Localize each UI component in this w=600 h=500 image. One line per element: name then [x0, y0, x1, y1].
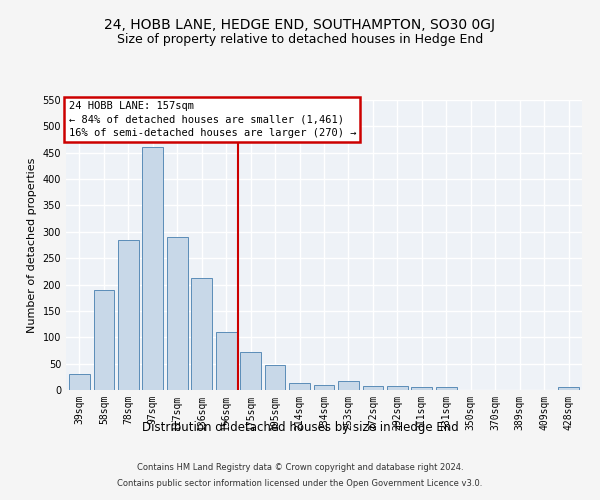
Bar: [167, 237, 188, 390]
Text: 24 HOBB LANE: 157sqm
← 84% of detached houses are smaller (1,461)
16% of semi-de: 24 HOBB LANE: 157sqm ← 84% of detached h…: [68, 102, 356, 138]
Bar: [289, 383, 310, 390]
Bar: [265, 365, 286, 390]
Bar: [142, 148, 163, 390]
Text: Size of property relative to detached houses in Hedge End: Size of property relative to detached ho…: [117, 32, 483, 46]
Bar: [362, 386, 383, 390]
Bar: [436, 388, 457, 390]
Text: Distribution of detached houses by size in Hedge End: Distribution of detached houses by size …: [142, 421, 458, 434]
Bar: [412, 388, 432, 390]
Bar: [118, 240, 139, 390]
Text: Contains public sector information licensed under the Open Government Licence v3: Contains public sector information licen…: [118, 478, 482, 488]
Text: Contains HM Land Registry data © Crown copyright and database right 2024.: Contains HM Land Registry data © Crown c…: [137, 464, 463, 472]
Y-axis label: Number of detached properties: Number of detached properties: [27, 158, 37, 332]
Bar: [338, 380, 359, 390]
Bar: [216, 332, 236, 390]
Bar: [314, 384, 334, 390]
Bar: [69, 374, 90, 390]
Bar: [558, 388, 579, 390]
Bar: [240, 352, 261, 390]
Bar: [387, 386, 408, 390]
Bar: [94, 290, 114, 390]
Bar: [191, 278, 212, 390]
Text: 24, HOBB LANE, HEDGE END, SOUTHAMPTON, SO30 0GJ: 24, HOBB LANE, HEDGE END, SOUTHAMPTON, S…: [104, 18, 496, 32]
